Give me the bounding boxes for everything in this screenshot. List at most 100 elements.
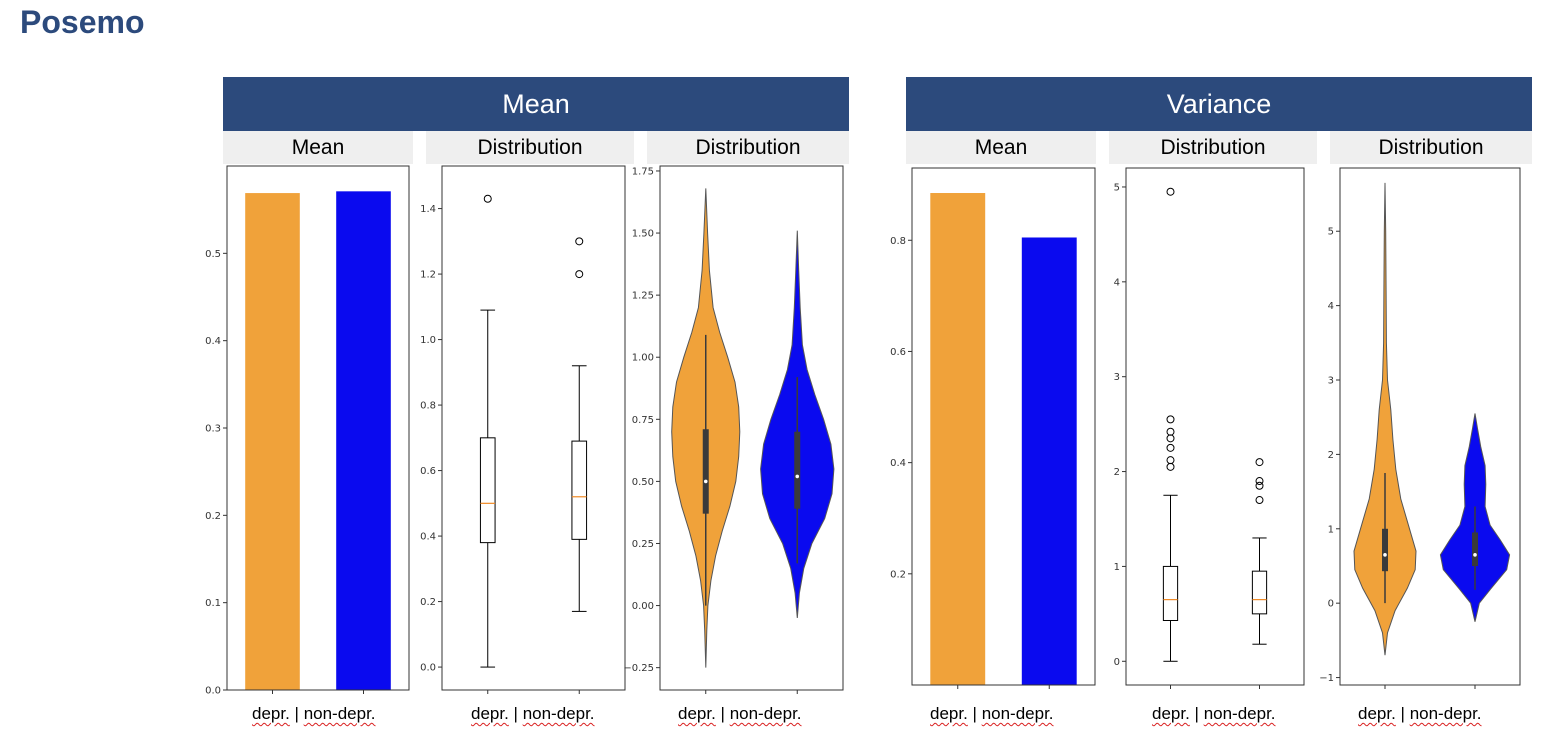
outlier-point <box>1166 456 1175 465</box>
y-tick-label: 0.1 <box>205 598 221 609</box>
box <box>479 437 496 544</box>
y-tick-label: 0.8 <box>890 236 906 247</box>
y-tick-label: 0.0 <box>420 663 436 674</box>
y-tick-label: −0.25 <box>623 663 654 674</box>
x-caption-nondepr: non-depr. <box>303 704 376 723</box>
violin-median <box>795 474 800 479</box>
subheader-variance-mean: Mean <box>906 131 1096 164</box>
violin-iqr <box>702 429 709 514</box>
group-header-variance: Variance <box>906 77 1532 131</box>
x-caption-nondepr: non-depr. <box>981 704 1054 723</box>
y-tick-label: 0.8 <box>420 401 436 412</box>
x-caption-nondepr: non-depr. <box>1203 704 1276 723</box>
x-caption-depr: depr. <box>252 704 290 723</box>
axes-frame <box>659 165 844 691</box>
box <box>1251 570 1268 615</box>
violin-iqr <box>1472 532 1478 566</box>
x-caption-sep: | <box>715 704 730 723</box>
y-tick-label: 1 <box>1328 524 1334 535</box>
x-caption-depr: depr. <box>471 704 509 723</box>
y-tick-label: 0.6 <box>420 466 436 477</box>
box <box>571 440 588 540</box>
subheader-mean-mean: Mean <box>223 131 413 164</box>
y-tick-label: 3 <box>1328 376 1334 387</box>
y-tick-label: 0.3 <box>205 424 221 435</box>
outlier-point <box>1255 458 1264 467</box>
x-caption-6: depr. | non-depr. <box>1358 704 1482 724</box>
y-tick-label: −1 <box>1319 673 1334 684</box>
y-tick-label: 0.0 <box>205 686 221 697</box>
subheader-variance-violin: Distribution <box>1330 131 1532 164</box>
violin-median <box>1383 553 1387 557</box>
y-tick-label: 1.75 <box>632 166 654 177</box>
x-caption-2: depr. | non-depr. <box>471 704 595 724</box>
box <box>1162 565 1179 621</box>
subheader-variance-boxplot: Distribution <box>1109 131 1317 164</box>
x-caption-nondepr: non-depr. <box>729 704 802 723</box>
outlier-point <box>575 270 584 279</box>
y-tick-label: 0.6 <box>890 347 906 358</box>
y-tick-label: 1.0 <box>420 335 436 346</box>
outlier-point <box>1255 477 1264 486</box>
outlier-point <box>1166 187 1175 196</box>
y-tick-label: 0.5 <box>205 249 221 260</box>
outlier-point <box>575 237 584 246</box>
y-tick-label: 1.25 <box>632 291 654 302</box>
violin-iqr <box>1382 528 1388 572</box>
bar-non-depr <box>336 191 391 690</box>
y-tick-label: 0 <box>1114 657 1120 668</box>
axes-frame <box>226 165 410 691</box>
outlier-point <box>1166 443 1175 452</box>
x-caption-4: depr. | non-depr. <box>930 704 1054 724</box>
y-tick-label: 2 <box>1114 467 1120 478</box>
x-caption-sep: | <box>508 704 523 723</box>
y-tick-label: 0.2 <box>205 511 221 522</box>
y-tick-label: 0.2 <box>890 569 906 580</box>
outlier-point <box>483 194 492 203</box>
x-caption-sep: | <box>967 704 982 723</box>
bar-depr <box>930 193 986 686</box>
y-tick-label: 5 <box>1328 227 1334 238</box>
outlier-point <box>1255 481 1264 490</box>
violin-median <box>703 479 708 484</box>
violin-iqr <box>794 431 801 509</box>
axes-frame <box>1339 167 1521 686</box>
axes-frame <box>441 165 626 691</box>
subheader-mean-boxplot: Distribution <box>426 131 634 164</box>
y-tick-label: 1.50 <box>632 229 654 240</box>
y-tick-label: 1.4 <box>420 204 436 215</box>
violin-depr <box>1353 182 1417 656</box>
x-caption-depr: depr. <box>1358 704 1396 723</box>
x-caption-depr: depr. <box>678 704 716 723</box>
y-tick-label: 3 <box>1114 372 1120 383</box>
x-caption-sep: | <box>289 704 304 723</box>
y-tick-label: 0.25 <box>632 539 654 550</box>
y-tick-label: 4 <box>1328 301 1334 312</box>
y-tick-label: 0 <box>1328 599 1334 610</box>
page-title: Posemo <box>20 4 145 40</box>
x-caption-depr: depr. <box>930 704 968 723</box>
x-caption-depr: depr. <box>1152 704 1190 723</box>
y-tick-label: 0.4 <box>890 458 906 469</box>
violin-median <box>1473 553 1477 557</box>
y-tick-label: 0.2 <box>420 597 436 608</box>
x-caption-nondepr: non-depr. <box>522 704 595 723</box>
y-tick-label: 1.00 <box>632 353 654 364</box>
y-tick-label: 1.2 <box>420 270 436 281</box>
y-tick-label: 0.50 <box>632 477 654 488</box>
axes-frame <box>1125 167 1305 686</box>
y-tick-label: 0.4 <box>420 532 436 543</box>
x-caption-nondepr: non-depr. <box>1409 704 1482 723</box>
y-tick-label: 2 <box>1328 450 1334 461</box>
subheader-mean-violin: Distribution <box>647 131 849 164</box>
group-header-mean: Mean <box>223 77 849 131</box>
bar-depr <box>245 193 300 690</box>
outlier-point <box>1166 415 1175 424</box>
y-tick-label: 0.00 <box>632 601 654 612</box>
outlier-point <box>1166 427 1175 436</box>
y-tick-label: 5 <box>1114 182 1120 193</box>
bar-non-depr <box>1021 237 1077 685</box>
x-caption-sep: | <box>1189 704 1204 723</box>
outlier-point <box>1255 496 1264 505</box>
y-tick-label: 1 <box>1114 562 1120 573</box>
